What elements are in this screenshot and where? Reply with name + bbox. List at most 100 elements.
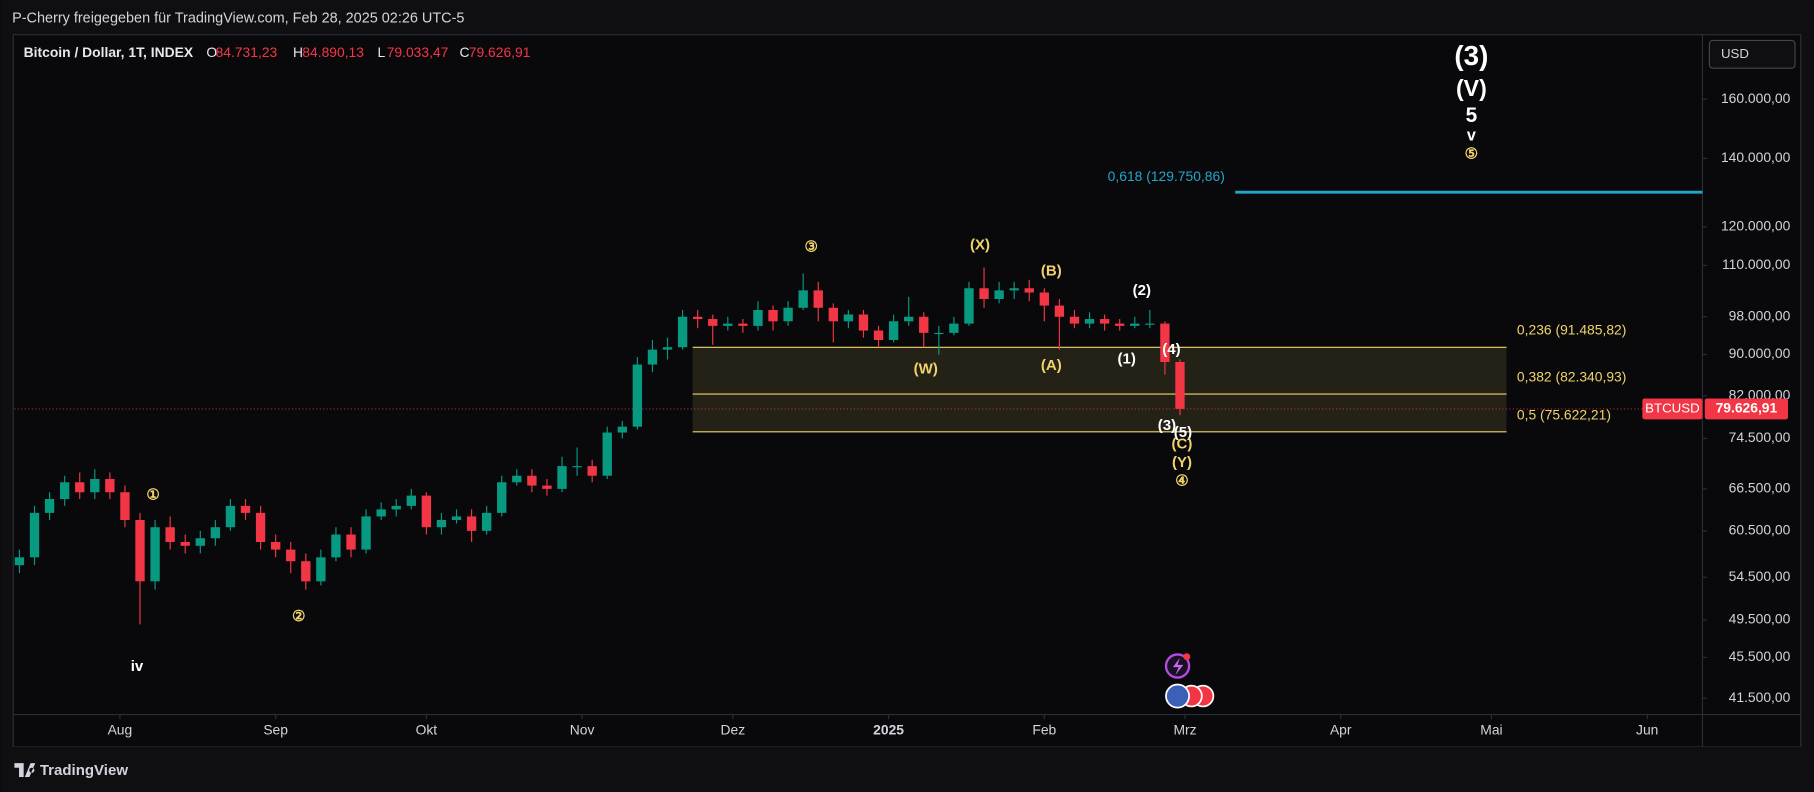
candle-body [919, 316, 929, 333]
candle-body [708, 319, 718, 326]
candle-body [572, 466, 582, 468]
brand-logo [14, 763, 36, 777]
wave-label: ④ [1175, 473, 1188, 490]
y-tick-label: 45.500,00 [1729, 648, 1791, 664]
wave-label: (A) [1041, 357, 1062, 374]
candle-body [1009, 288, 1019, 291]
symbol-tag-label: BTCUSD [1645, 400, 1700, 415]
candle-body [301, 561, 311, 582]
shared-by: P-Cherry freigegeben für TradingView.com… [12, 10, 464, 26]
candle-body [14, 557, 25, 566]
candle-body [662, 347, 673, 350]
price-tag-label: 79.626,91 [1716, 400, 1778, 416]
candle-body [949, 323, 959, 333]
candle-body [677, 316, 688, 348]
wave-label: (4) [1162, 341, 1180, 358]
candle-body [1099, 319, 1110, 324]
wave-label: (5) [1174, 424, 1192, 441]
wave-label: (3) [1454, 40, 1488, 71]
candle-body [512, 475, 522, 483]
candle-body [120, 492, 130, 520]
candle-body [1069, 316, 1080, 324]
ohlc-key: C [460, 44, 470, 60]
wave-label: (B) [1041, 263, 1062, 280]
candle-body [376, 509, 386, 517]
wave-label: 5 [1466, 104, 1478, 127]
candle-body [1130, 323, 1140, 326]
candle-body [331, 534, 341, 558]
fib-label: 0,618 (129.750,86) [1108, 168, 1225, 184]
candle-body [617, 426, 627, 433]
wave-label: ⑤ [1465, 146, 1478, 163]
fib-label: 0,382 (82.340,93) [1517, 369, 1626, 385]
y-tick-label: 54.500,00 [1729, 568, 1791, 584]
currency-button[interactable] [1708, 39, 1796, 69]
x-tick-label: Jun [1636, 721, 1658, 737]
ohlc-key: H [293, 44, 303, 60]
wave-label: (3) [1158, 417, 1176, 434]
plot [14, 190, 1703, 625]
wave-label: ① [146, 487, 159, 504]
y-tick-label: 98.000,00 [1729, 307, 1791, 323]
y-tick-label: 49.500,00 [1729, 611, 1791, 627]
candle-body [1175, 362, 1185, 409]
x-tick-label: Feb [1032, 721, 1056, 737]
candle-body [904, 316, 914, 322]
candle-body [225, 505, 236, 528]
y-tick-label: 41.500,00 [1729, 689, 1791, 705]
candle-body [873, 330, 884, 340]
candle-body [286, 549, 296, 562]
candles [14, 267, 1185, 625]
x-tick-label: Apr [1330, 721, 1352, 737]
fib-levels [692, 190, 1703, 433]
flag-icon[interactable] [1165, 683, 1190, 709]
wave-label: (X) [970, 237, 990, 254]
y-tick-label: 120.000,00 [1721, 217, 1791, 233]
candle-body [466, 516, 477, 531]
candle-body [587, 466, 597, 476]
candle-body [59, 482, 70, 500]
wave-label: ③ [804, 238, 817, 255]
candle-body [692, 316, 703, 320]
candle-body [828, 307, 838, 322]
candle-body [406, 495, 416, 506]
candle-body [1024, 288, 1034, 293]
currency[interactable]: USD [1721, 46, 1749, 61]
fib-label: 0,5 (75.622,21) [1517, 406, 1611, 422]
candle-body [964, 288, 974, 324]
candle-body [150, 527, 160, 582]
y-tick-label: 140.000,00 [1721, 149, 1791, 165]
candle-body [180, 542, 190, 546]
x-tick-label: Aug [108, 721, 133, 737]
y-tick-label: 60.500,00 [1729, 522, 1791, 538]
x-tick-label: Dez [721, 721, 746, 737]
candle-body [75, 482, 85, 493]
wave-label: (W) [914, 361, 938, 378]
y-tick-label: 160.000,00 [1721, 90, 1791, 106]
fib-labels: 0,618 (129.750,86) 0,236 (91.485,82) 0,382… [1108, 168, 1627, 422]
candle-body [497, 482, 507, 513]
candle-body [391, 505, 401, 510]
candle-body [361, 516, 371, 550]
candle-body [783, 307, 793, 322]
wave-label: ② [292, 608, 305, 625]
candle-body [105, 478, 115, 493]
symbol-tag [1642, 398, 1703, 420]
candle-body [255, 512, 266, 543]
ohlc-value: 79.033,47 [387, 44, 449, 60]
wave-label: v [1467, 126, 1476, 144]
candle-body [135, 519, 145, 582]
candle-body [451, 516, 462, 520]
wave-label: (V) [1456, 75, 1487, 101]
candle-body [527, 475, 537, 486]
symbol-title: Bitcoin / Dollar, 1T, INDEX [24, 44, 194, 60]
candle-body [994, 290, 1004, 299]
candle-body [1160, 323, 1170, 363]
y-tick-label: 66.500,00 [1729, 480, 1791, 496]
x-tick-label: Mai [1480, 721, 1502, 737]
footer [0, 746, 1814, 792]
candle-body [1054, 305, 1065, 317]
candle-body [738, 323, 748, 326]
candle-body [542, 485, 552, 489]
